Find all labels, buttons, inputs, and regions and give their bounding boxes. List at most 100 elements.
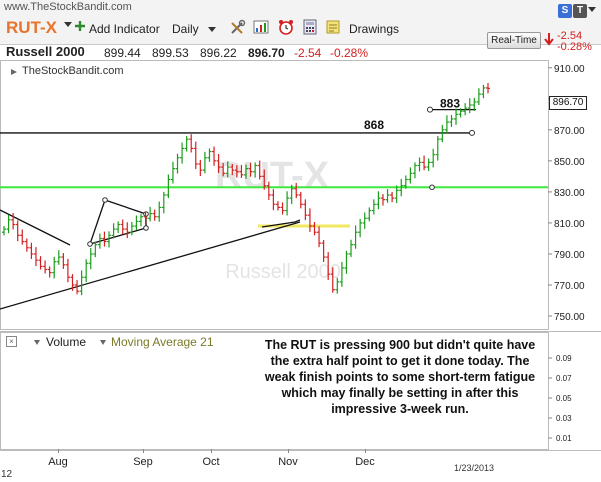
volume-tick-label: 0.03 bbox=[556, 414, 572, 423]
volume-tick-label: 0.05 bbox=[556, 394, 572, 403]
text-t-icon[interactable]: T bbox=[573, 4, 587, 18]
price-bar bbox=[335, 277, 340, 294]
add-indicator-icon[interactable] bbox=[74, 20, 86, 32]
price-bar bbox=[449, 114, 454, 128]
period-dropdown-icon[interactable] bbox=[208, 27, 216, 32]
tools-icon[interactable] bbox=[229, 19, 246, 36]
x-axis-label: Nov bbox=[278, 456, 298, 468]
drawings-menu[interactable]: Drawings bbox=[349, 22, 400, 36]
quote-open: 899.44 bbox=[104, 46, 141, 60]
x-axis-tick bbox=[365, 449, 366, 453]
volume-border bbox=[0, 332, 549, 450]
x-axis-label: Dec bbox=[355, 456, 375, 468]
price-bar bbox=[440, 124, 445, 143]
notes-icon[interactable] bbox=[325, 19, 341, 35]
price-bar bbox=[289, 184, 294, 204]
price-bar bbox=[116, 221, 121, 234]
x-axis-tick bbox=[143, 449, 144, 453]
chart-watermark: TheStockBandit.com bbox=[22, 65, 124, 77]
price-bar bbox=[417, 157, 422, 172]
x-axis-tick bbox=[211, 449, 212, 453]
calculator-icon[interactable] bbox=[302, 19, 318, 35]
volume-collapse-icon[interactable] bbox=[32, 337, 42, 347]
realtime-button[interactable]: Real-Time bbox=[487, 32, 541, 49]
moving-average-label: Moving Average 21 bbox=[111, 335, 214, 349]
y-tick-label: 850.00 bbox=[554, 157, 585, 168]
price-bar bbox=[157, 201, 162, 222]
level-label-883: 883 bbox=[440, 97, 460, 111]
price-bar bbox=[84, 259, 89, 283]
price-bar bbox=[65, 258, 70, 283]
y-tick-label: 770.00 bbox=[554, 281, 585, 292]
collapse-arrow-icon[interactable] bbox=[10, 68, 18, 76]
site-url: www.TheStockBandit.com bbox=[4, 1, 132, 13]
x-axis-tick bbox=[58, 449, 59, 453]
period-select[interactable]: Daily bbox=[172, 22, 199, 36]
price-bar bbox=[463, 103, 468, 116]
price-bar bbox=[344, 250, 349, 274]
price-bar bbox=[56, 250, 61, 265]
price-bar bbox=[61, 253, 66, 269]
price-bar bbox=[79, 270, 84, 296]
price-bar bbox=[353, 225, 358, 249]
x-axis-label: Aug bbox=[48, 456, 68, 468]
header-change: -2.54 bbox=[557, 30, 583, 42]
line-handle bbox=[87, 241, 93, 247]
price-bar bbox=[312, 222, 317, 236]
bg-watermark-symbol: RUT-X bbox=[215, 155, 330, 197]
price-bar bbox=[326, 252, 331, 281]
price-bar bbox=[152, 209, 157, 221]
ma-collapse-icon[interactable] bbox=[98, 337, 108, 347]
price-bar bbox=[275, 201, 280, 211]
price-bar bbox=[230, 163, 235, 176]
price-bar bbox=[47, 266, 52, 278]
price-bar bbox=[15, 220, 20, 242]
price-bar bbox=[298, 191, 303, 209]
price-bar bbox=[88, 248, 93, 270]
index-name: Russell 2000 bbox=[6, 44, 85, 59]
bg-watermark-name: Russell 2000 bbox=[225, 261, 341, 283]
down-arrow-icon bbox=[544, 33, 554, 46]
price-bar bbox=[253, 162, 258, 178]
x-axis-label: Sep bbox=[133, 456, 153, 468]
price-bar bbox=[321, 240, 326, 263]
price-bar bbox=[271, 189, 276, 211]
stockcharts-s-icon[interactable]: S bbox=[558, 4, 572, 18]
price-bar bbox=[239, 164, 244, 178]
price-bar bbox=[134, 215, 139, 231]
price-bar bbox=[476, 88, 481, 105]
quote-change-pct: -0.28% bbox=[330, 46, 369, 60]
price-bar bbox=[390, 191, 395, 203]
dropdown-arrow-icon[interactable] bbox=[588, 7, 596, 12]
volume-tick-label: 0.01 bbox=[556, 434, 572, 443]
y-tick-label: 910.00 bbox=[554, 64, 585, 75]
price-bar bbox=[385, 189, 390, 203]
price-bar bbox=[166, 174, 171, 199]
price-bar bbox=[221, 163, 226, 177]
price-bar bbox=[175, 153, 180, 174]
triangle-upper-line bbox=[0, 209, 71, 246]
price-bar bbox=[38, 256, 43, 270]
price-bar bbox=[408, 167, 413, 184]
quote-high: 899.53 bbox=[152, 46, 189, 60]
alarm-clock-icon[interactable] bbox=[278, 19, 294, 35]
price-bar bbox=[97, 233, 102, 249]
price-bar bbox=[189, 134, 194, 153]
price-bar bbox=[2, 226, 6, 236]
price-bar bbox=[198, 159, 203, 177]
price-bar bbox=[262, 169, 267, 190]
y-tick-label: 810.00 bbox=[554, 219, 585, 230]
price-bar bbox=[371, 199, 376, 215]
price-bar bbox=[148, 206, 153, 222]
add-indicator-button[interactable]: Add Indicator bbox=[89, 22, 160, 36]
price-bar bbox=[102, 231, 107, 247]
price-bar bbox=[426, 158, 431, 172]
line-handle bbox=[427, 106, 433, 113]
price-bar bbox=[184, 136, 189, 152]
chart-settings-icon[interactable] bbox=[253, 19, 269, 35]
volume-close-icon[interactable]: × bbox=[6, 336, 17, 347]
price-bar bbox=[285, 191, 290, 216]
symbol-dropdown-icon[interactable] bbox=[64, 22, 72, 27]
x-axis-tick bbox=[288, 449, 289, 453]
